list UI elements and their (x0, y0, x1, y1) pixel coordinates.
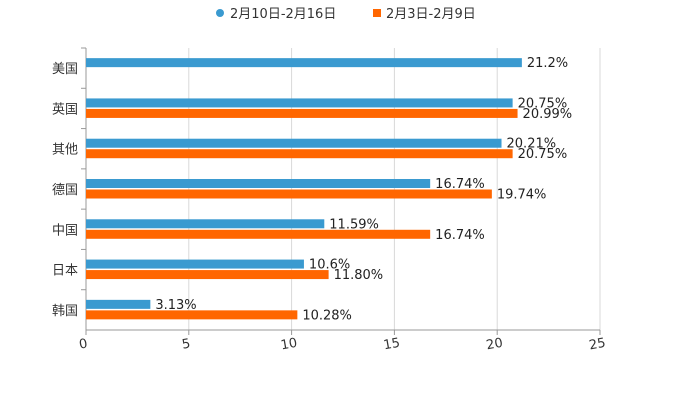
bar-series-2-1 (86, 108, 518, 118)
data-label-series-1: 10.6% (309, 258, 350, 273)
data-label-series-2: 19.74% (497, 188, 547, 203)
y-category-label: 美国 (52, 62, 78, 77)
data-label-series-2: 20.99% (523, 107, 573, 122)
bar-series-2-6 (86, 310, 298, 320)
bars (86, 58, 522, 320)
y-category-label: 其他 (52, 143, 78, 158)
data-label-series-1: 20.21% (507, 137, 557, 152)
bar-series-1-2 (86, 138, 502, 148)
bar-series-1-5 (86, 259, 304, 269)
legend-marker-series-2 (373, 9, 381, 17)
x-tick-label: 5 (181, 336, 192, 352)
x-tick-label: 0 (78, 336, 89, 352)
bar-series-2-2 (86, 149, 513, 159)
y-category-label: 日本 (52, 264, 78, 279)
bar-series-1-0 (86, 58, 522, 68)
y-category-label: 德国 (52, 183, 78, 198)
x-tick-label: 20 (485, 336, 504, 354)
legend-label-series-1: 2月10日-2月16日 (230, 7, 336, 22)
data-label-series-1: 21.2% (527, 56, 568, 71)
legend-marker-series-1 (216, 9, 224, 17)
bar-series-1-3 (86, 179, 431, 188)
bar-series-1-1 (86, 98, 513, 108)
y-category-label: 中国 (52, 223, 78, 238)
data-label-series-2: 10.28% (302, 308, 352, 323)
value-labels: 21.2%20.75%20.99%20.21%20.75%16.74%19.74… (155, 56, 572, 323)
data-label-series-1: 16.74% (435, 177, 485, 192)
data-label-series-1: 20.75% (518, 96, 568, 111)
bar-series-2-4 (86, 229, 431, 239)
y-category-label: 英国 (52, 102, 78, 117)
bar-series-1-4 (86, 219, 325, 229)
data-label-series-1: 11.59% (329, 217, 379, 232)
bar-series-2-3 (86, 189, 492, 199)
bar-series-2-5 (86, 270, 329, 280)
x-tick-label: 10 (280, 336, 299, 354)
bar-series-1-6 (86, 299, 151, 309)
y-category-label: 韩国 (52, 304, 78, 319)
data-label-series-2: 20.75% (518, 147, 568, 162)
data-label-series-2: 16.74% (435, 228, 485, 243)
legend-label-series-2: 2月3日-2月9日 (386, 7, 476, 22)
grid-lines (188, 48, 601, 330)
x-tick-label: 15 (382, 336, 401, 354)
data-label-series-2: 11.80% (334, 268, 384, 283)
x-tick-label: 25 (588, 336, 607, 354)
legend: 2月10日-2月16日 2月3日-2月9日 (216, 7, 476, 22)
data-label-series-1: 3.13% (155, 298, 196, 313)
